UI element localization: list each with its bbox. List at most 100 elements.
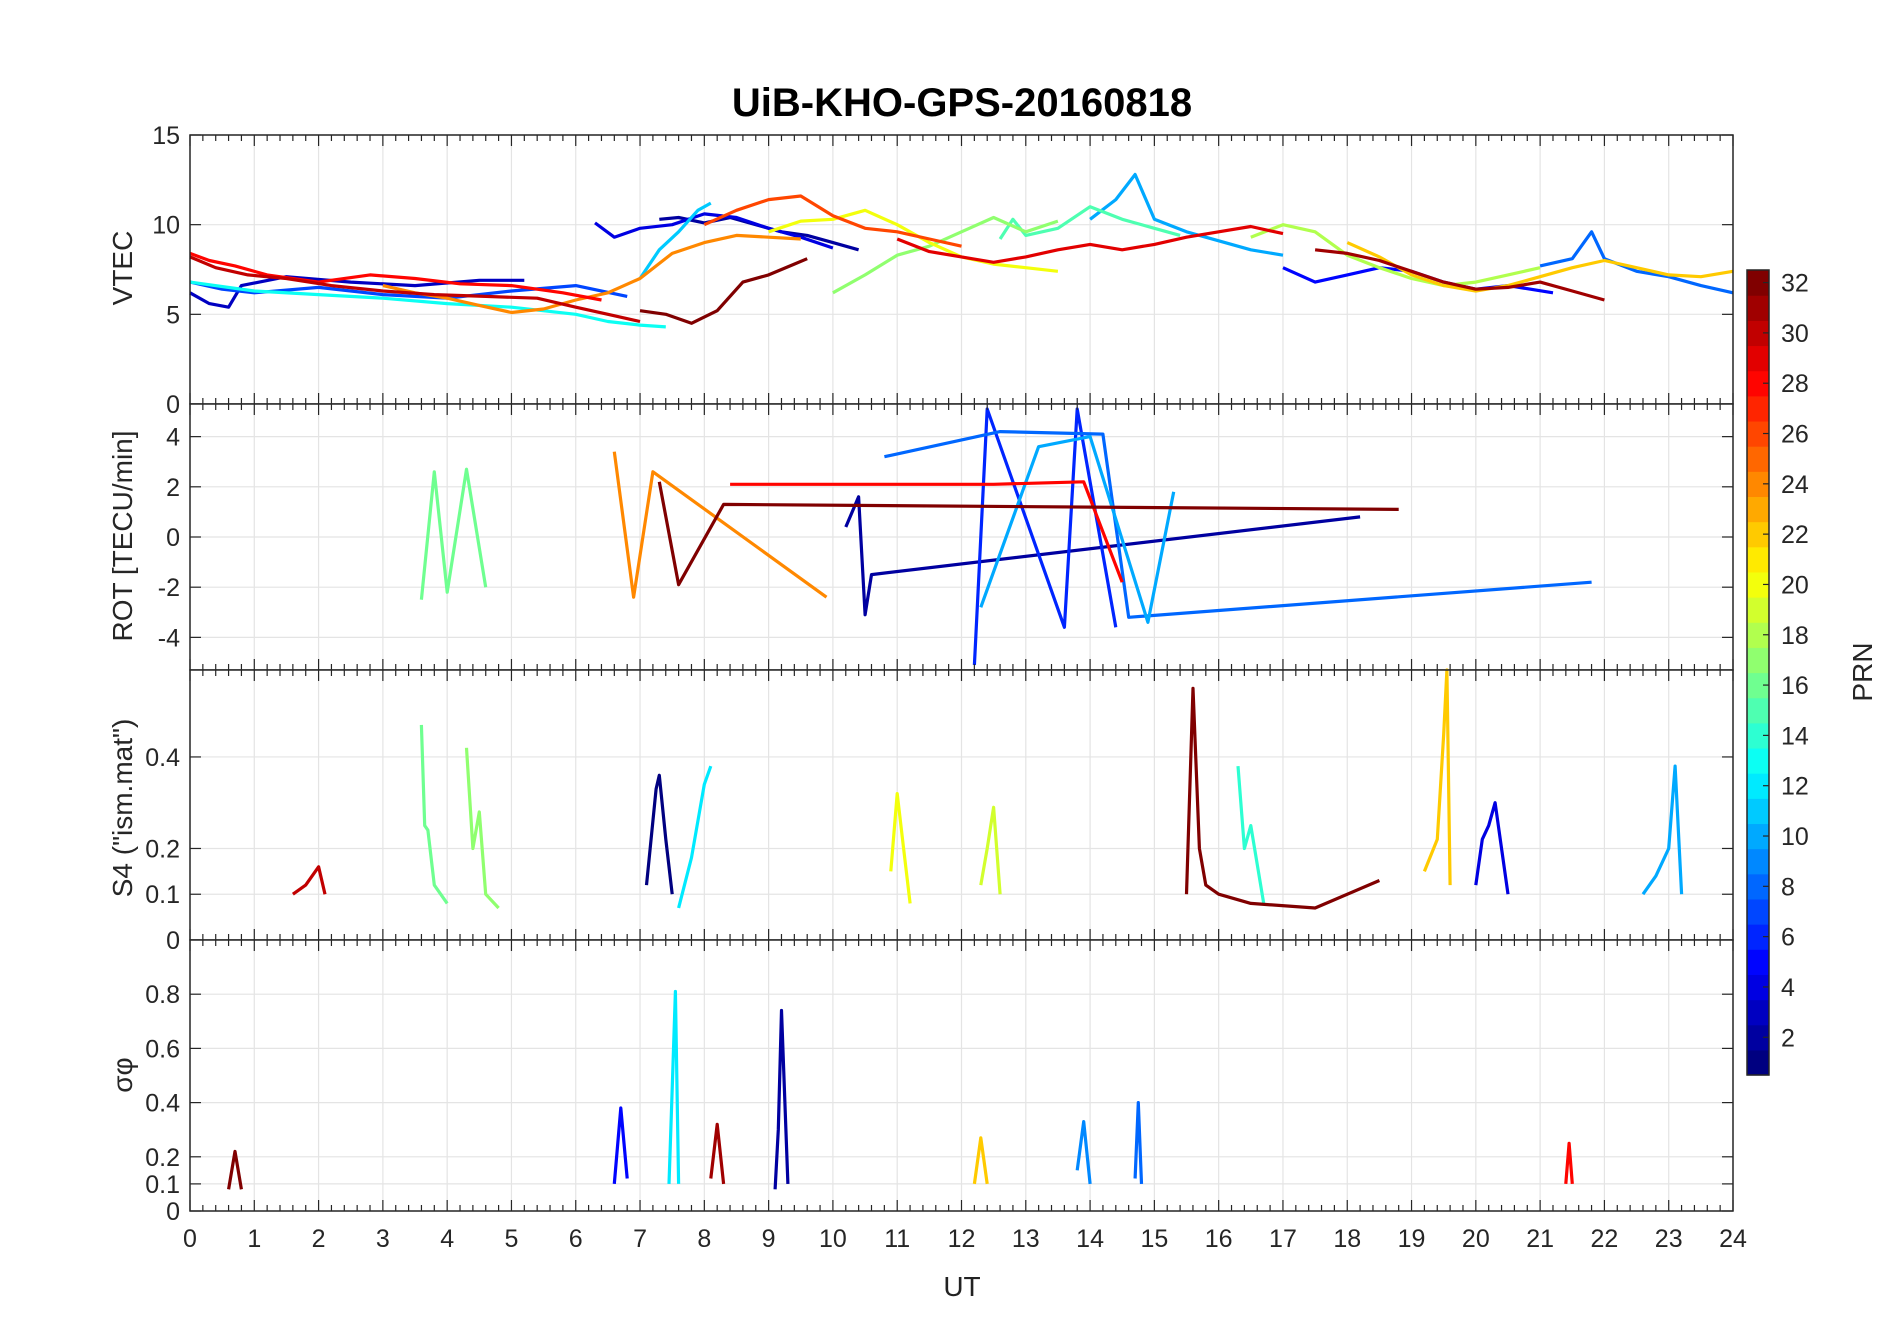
colorbar-tick-label: 6 [1781,924,1795,952]
x-tick-label: 24 [1719,1225,1747,1253]
colorbar-cell-prn-5 [1747,949,1769,975]
vtec-ytick-label: 5 [166,301,180,329]
colorbar-cell-prn-6 [1747,924,1769,950]
colorbar-tick-label: 18 [1781,622,1809,650]
s4-ytick-label: 0.2 [145,835,180,863]
colorbar-tick-label: 26 [1781,421,1809,449]
x-tick-label: 20 [1462,1225,1490,1253]
colorbar-cell-prn-9 [1747,848,1769,875]
colorbar-tick-label: 32 [1781,270,1809,298]
vtec-series-prn-18 [1250,223,1541,288]
x-tick-label: 14 [1076,1225,1104,1253]
x-tick-label: 10 [819,1225,847,1253]
colorbar-cell-prn-30 [1747,320,1769,347]
colorbar-tick-label: 22 [1781,521,1809,549]
colorbar-cell-prn-24 [1747,471,1769,498]
x-tick-label: 22 [1591,1225,1619,1253]
colorbar-cell-prn-19 [1747,597,1769,623]
sigma-ytick-label: 0.2 [145,1144,180,1172]
chart-title: UiB-KHO-GPS-20160818 [732,81,1192,125]
sigma-ytick-label: 0.1 [145,1171,180,1199]
vtec-series-prn-31 [1314,248,1605,302]
vtec-panel: 0 5 10 15 VTEC [107,122,1734,419]
vtec-ytick-label: 15 [152,122,180,150]
x-tick-label: 1 [247,1225,261,1253]
s4-series-prn-32 [1184,686,1381,910]
colorbar-cell-prn-13 [1747,747,1769,774]
colorbar-cell-prn-10 [1747,823,1769,850]
colorbar-cell-prn-23 [1747,496,1769,523]
sigma-series-prn-2 [773,1008,790,1190]
colorbar-cell-prn-21 [1747,546,1769,573]
colorbar-cell-prn-1 [1747,1049,1769,1076]
vtec-series-prn-30 [189,255,641,324]
x-tick-label: 6 [569,1225,583,1253]
rot-ytick-label: 2 [166,474,180,502]
vtec-series-prn-20 [768,208,1059,273]
vtec-series-prn-4 [594,212,834,250]
rot-ytick-label: -4 [158,624,180,652]
vtec-ytick-label: 0 [166,391,180,419]
rot-ytick-label: -2 [158,574,180,602]
colorbar-cell-prn-11 [1747,798,1769,825]
rot-series-prn-8 [884,430,1592,619]
rot-ytick-label: 0 [166,524,180,552]
colorbar-cell-prn-7 [1747,898,1769,925]
x-tick-label: 2 [312,1225,326,1253]
sigma-ytick-label: 0.8 [145,981,180,1009]
x-axis-label: UT [943,1271,980,1302]
colorbar-cell-prn-18 [1747,622,1769,648]
colorbar-cell-prn-31 [1747,295,1769,321]
rot-series-prn-10 [979,435,1176,624]
s4-series-prn-4 [1474,801,1510,895]
sigma-series-prn-8 [1133,1101,1144,1184]
colorbar-box [1746,269,1770,1076]
colorbar-tick-label: 30 [1781,320,1809,348]
s4-y-axis-label: S4 ("ism.mat") [107,719,138,898]
vtec-series-prn-15 [998,205,1181,240]
colorbar-tick-label: 10 [1781,823,1809,851]
sigma-series-prn-31 [709,1122,726,1185]
x-tick-label: 3 [376,1225,390,1253]
x-tick-label: 13 [1012,1225,1040,1253]
rot-y-axis-label: ROT [TECU/min] [107,430,138,641]
colorbar-cell-prn-8 [1747,873,1769,900]
colorbar-tick-label: 28 [1781,370,1809,398]
x-tick-label: 23 [1655,1225,1683,1253]
colorbar-cell-prn-12 [1747,773,1769,799]
colorbar-cell-prn-17 [1747,647,1769,674]
s4-series-prn-1 [644,773,674,895]
s4-series-prn-12 [677,765,713,909]
x-tick-label: 17 [1269,1225,1297,1253]
s4-ytick-label: 0 [166,927,180,955]
colorbar-cell-prn-16 [1747,672,1769,699]
vtec-series-prn-11 [638,201,712,280]
s4-series-prn-22 [1422,668,1452,886]
colorbar-label: PRN [1847,642,1878,701]
sigma-ytick-label: 0.6 [145,1035,180,1063]
colorbar-cell-prn-3 [1747,999,1769,1026]
x-tick-label: 18 [1333,1225,1361,1253]
vtec-series-prn-17 [832,215,1059,295]
rot-series-prn-6 [972,407,1118,666]
s4-series-prn-14 [1236,765,1266,904]
vtec-series-prn-10 [1089,172,1284,257]
vtec-ytick-label: 10 [152,212,180,240]
colorbar-cell-prn-26 [1747,420,1769,447]
colorbar-cell-prn-27 [1747,395,1769,422]
x-tick-label: 7 [633,1225,647,1253]
vtec-series-prn-29 [896,224,1284,264]
s4-ytick-label: 0.4 [145,744,180,772]
s4-panel: 0 0.1 0.2 0.4S4 ("ism.mat") [107,668,1734,955]
colorbar-cell-prn-14 [1747,722,1769,749]
rot-series-prn-24 [612,451,828,599]
x-tick-label: 8 [697,1225,711,1253]
x-tick-label: 12 [948,1225,976,1253]
colorbar-tick-label: 14 [1781,722,1809,750]
s4-series-prn-16 [419,724,449,905]
colorbar-tick-label: 8 [1781,873,1795,901]
sigma-series-prn-32 [227,1149,243,1190]
vtec-series-prn-7 [189,280,628,300]
